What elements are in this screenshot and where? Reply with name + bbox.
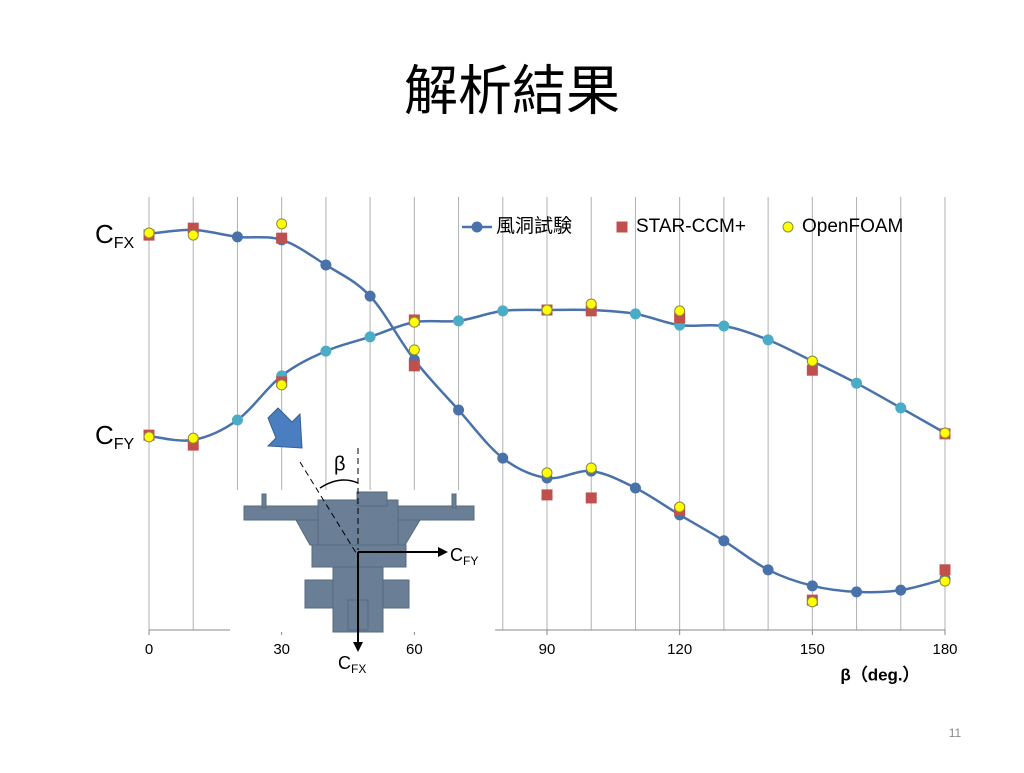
cfx-sub: FX: [114, 235, 135, 252]
marker-circle: [806, 580, 818, 592]
marker-circle: [408, 344, 420, 356]
marker-circle: [585, 462, 597, 474]
marker-square: [541, 489, 553, 501]
marker-square: [585, 305, 597, 317]
marker-circle: [231, 231, 243, 243]
fx-arrow-head: [353, 642, 363, 652]
marker-square: [276, 232, 288, 244]
marker-circle: [895, 584, 907, 596]
marker-circle: [364, 290, 376, 302]
marker-square: [585, 492, 597, 504]
marker-circle: [762, 334, 774, 346]
x-tick-label: 0: [145, 641, 153, 658]
cfx-main: C: [95, 219, 114, 249]
fy-label: CFY: [450, 545, 478, 568]
marker-square: [187, 222, 199, 234]
marker-circle: [453, 315, 465, 327]
marker-circle: [276, 379, 288, 391]
x-tick-label: 30: [273, 641, 290, 658]
cfy-sub: FY: [114, 436, 135, 453]
cfy-main: C: [95, 420, 114, 450]
marker-circle: [541, 467, 553, 479]
marker-circle: [453, 404, 465, 416]
marker-circle: [497, 452, 509, 464]
marker-circle: [320, 259, 332, 271]
x-tick-label: 180: [932, 641, 957, 658]
marker-square: [939, 564, 951, 576]
marker-circle: [718, 535, 730, 547]
marker-circle: [782, 221, 794, 233]
bridge-diagram: β CFY CFX: [230, 407, 495, 676]
marker-circle: [674, 501, 686, 513]
marker-circle: [895, 402, 907, 414]
marker-circle: [276, 218, 288, 230]
x-tick-label: 120: [667, 641, 692, 658]
marker-circle: [585, 298, 597, 310]
wind-arrow: [266, 407, 303, 449]
x-tick-label: 150: [800, 641, 825, 658]
marker-circle: [762, 564, 774, 576]
fx-label: CFX: [338, 653, 366, 676]
marker-circle: [231, 414, 243, 426]
marker-circle: [939, 575, 951, 587]
x-tick-label: 60: [406, 641, 423, 658]
angle-label: β: [334, 453, 346, 475]
fy-sub: FY: [463, 554, 478, 568]
fy-arrow-head: [438, 547, 448, 557]
angle-arc: [319, 479, 359, 489]
marker-circle: [806, 355, 818, 367]
marker-circle: [629, 308, 641, 320]
marker-circle: [320, 345, 332, 357]
page-number: 11: [949, 726, 962, 740]
marker-square: [674, 312, 686, 324]
marker-circle: [851, 586, 863, 598]
x-axis-label: β（deg.）: [840, 664, 919, 684]
marker-circle: [541, 304, 553, 316]
fy-main: C: [450, 545, 463, 565]
marker-circle: [187, 229, 199, 241]
marker-circle: [187, 432, 199, 444]
marker-circle: [143, 431, 155, 443]
cfx-label: CFX: [95, 219, 135, 252]
marker-square: [616, 221, 628, 233]
marker-circle: [939, 427, 951, 439]
marker-circle: [806, 596, 818, 608]
legend-label: STAR-CCM+: [636, 216, 746, 237]
marker-square: [806, 364, 818, 376]
marker-circle: [408, 316, 420, 328]
plot-area: 0 30 60 90 120 150 180 風洞試験 STAR-CCM+ OpenFOAM: [143, 197, 958, 658]
marker-circle: [143, 227, 155, 239]
cfy-label: CFY: [95, 420, 135, 453]
legend-label: 風洞試験: [496, 215, 572, 237]
marker-circle: [471, 221, 483, 233]
wind-axis: [299, 461, 359, 557]
slide-title: 解析結果: [404, 61, 620, 121]
x-tick-label: 90: [539, 641, 556, 658]
legend-label: OpenFOAM: [802, 216, 903, 237]
fx-sub: FX: [351, 662, 366, 676]
marker-circle: [718, 320, 730, 332]
marker-circle: [851, 377, 863, 389]
marker-circle: [629, 482, 641, 494]
marker-circle: [497, 305, 509, 317]
marker-square: [187, 439, 199, 451]
marker-square: [408, 360, 420, 372]
marker-circle: [364, 331, 376, 343]
fx-main: C: [338, 653, 351, 673]
marker-circle: [674, 305, 686, 317]
